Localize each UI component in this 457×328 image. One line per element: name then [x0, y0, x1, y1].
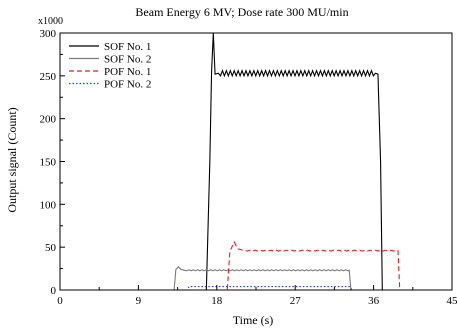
chart-title: Beam Energy 6 MV; Dose rate 300 MU/min — [135, 5, 348, 19]
y-tick-label-200: 200 — [40, 114, 57, 126]
series-line-3 — [60, 240, 452, 290]
series-group — [60, 32, 452, 290]
series-line-2 — [60, 266, 452, 290]
x-axis-label: Time (s) — [233, 313, 274, 327]
y-tick-label-250: 250 — [40, 71, 57, 83]
legend-label-1: SOF No. 1 — [104, 41, 151, 53]
y-tick-label-50: 50 — [45, 242, 57, 254]
y-tick-label-150: 150 — [40, 157, 57, 169]
legend-label-3: POF No. 1 — [104, 66, 151, 78]
y-tick-label-100: 100 — [40, 199, 57, 211]
y-axis-label: Output signal (Count) — [5, 107, 19, 212]
legend-label-2: SOF No. 2 — [104, 54, 151, 66]
series-line-1 — [60, 32, 452, 290]
y-multiplier-label: x1000 — [38, 16, 63, 27]
y-tick-label-0: 0 — [51, 285, 57, 297]
legend-label-4: POF No. 2 — [104, 79, 151, 91]
x-tick-label-9: 9 — [136, 295, 142, 307]
x-tick-label-36: 36 — [368, 295, 380, 307]
x-tick-label-27: 27 — [290, 295, 302, 307]
y-tick-label-300: 300 — [40, 28, 57, 40]
x-tick-label-18: 18 — [211, 295, 223, 307]
x-tick-label-45: 45 — [447, 295, 457, 307]
x-tick-label-0: 0 — [57, 295, 63, 307]
plot-area: 0 9 18 27 36 45 0 50 100 150 200 250 300 — [40, 28, 457, 307]
